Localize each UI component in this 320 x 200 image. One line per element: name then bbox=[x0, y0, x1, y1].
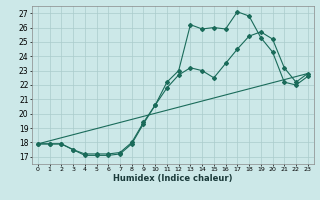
X-axis label: Humidex (Indice chaleur): Humidex (Indice chaleur) bbox=[113, 174, 233, 183]
